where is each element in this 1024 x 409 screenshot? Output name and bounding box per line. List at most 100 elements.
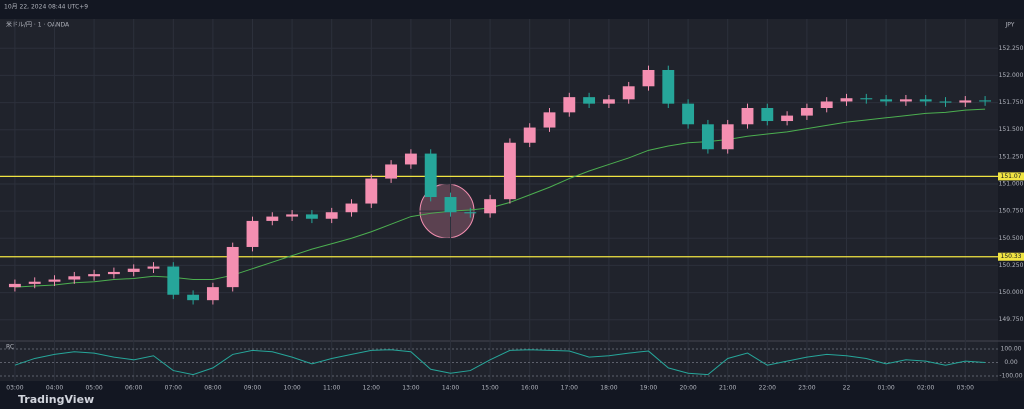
candle-body [820, 101, 833, 108]
candle-body [523, 127, 536, 143]
x-tick-label: 22:00 [759, 385, 776, 392]
candle-body [840, 98, 853, 102]
y-tick-label: 151.000 [999, 181, 1024, 188]
y-tick-label: 150.500 [999, 235, 1024, 242]
candle-body [305, 214, 318, 219]
x-tick-label: 12:00 [363, 385, 380, 392]
x-tick-label: 17:00 [561, 385, 578, 392]
candle-body [424, 153, 437, 198]
candle-body [464, 212, 477, 214]
x-tick-label: 09:00 [244, 385, 261, 392]
candle-body [939, 101, 952, 103]
x-tick-label: 16:00 [521, 385, 538, 392]
currency: JPY [1005, 22, 1015, 29]
candle-body [800, 108, 813, 116]
x-tick-label: 04:00 [46, 385, 63, 392]
candle-body [642, 70, 655, 87]
candle-body [741, 108, 754, 125]
candle-body [583, 97, 596, 104]
x-tick-label: 23:00 [798, 385, 815, 392]
y-tick-label: 151.750 [999, 99, 1024, 106]
candle-body [404, 153, 417, 165]
x-tick-label: 06:00 [125, 385, 142, 392]
x-tick-label: 14:00 [442, 385, 459, 392]
horizontal-line-tag [998, 172, 1024, 181]
candle-body [761, 108, 774, 122]
candle-body [88, 274, 101, 277]
candle-body [622, 86, 635, 100]
price-axis [998, 19, 1024, 381]
x-tick-label: 20:00 [679, 385, 696, 392]
candle-body [781, 115, 794, 122]
x-tick-label: 03:00 [6, 385, 23, 392]
y-tick-label: 152.250 [999, 45, 1024, 52]
candle-body [206, 287, 219, 301]
candle-body [127, 268, 140, 272]
candle-body [68, 276, 81, 280]
candle-body [979, 100, 992, 102]
oscillator-line [14, 349, 986, 376]
candle-body [187, 294, 200, 301]
x-tick-label: 21:00 [719, 385, 736, 392]
y-tick-label: 150.000 [999, 289, 1024, 296]
candle-body [325, 212, 338, 219]
oscillator-name: RCI [6, 344, 16, 351]
candle-body [48, 279, 61, 282]
x-tick-label: 18:00 [600, 385, 617, 392]
candle-body [385, 164, 398, 179]
timestamp: 10月 22, 2024 08:44 UTC+9 [4, 4, 88, 11]
candle-body [246, 220, 259, 247]
y-tick-label: 149.750 [999, 316, 1024, 323]
candle-body [721, 124, 734, 150]
oscillator-tick-label: 100.00 [1001, 346, 1022, 353]
candle-body [543, 112, 556, 128]
x-tick-label: 05:00 [85, 385, 102, 392]
oscillator-tick-label: -100.00 [999, 372, 1022, 379]
x-tick-label: 01:00 [877, 385, 894, 392]
candle-body [701, 124, 714, 150]
candle-body [563, 97, 576, 113]
candle-body [860, 98, 873, 100]
x-tick-label: 19:00 [640, 385, 657, 392]
candle-body [880, 99, 893, 102]
candle-body [266, 216, 279, 221]
candle-body [484, 199, 497, 214]
oscillator-tick-label: 0.00 [1004, 359, 1018, 366]
candle-body [602, 99, 615, 104]
candle-body [147, 266, 160, 269]
candle-body [365, 178, 378, 204]
candle-body [959, 100, 972, 103]
horizontal-line-label: 150.33 [1001, 253, 1022, 260]
x-tick-label: 13:00 [402, 385, 419, 392]
x-tick-label: 03:00 [957, 385, 974, 392]
candle-body [503, 142, 516, 200]
candle-body [345, 203, 358, 213]
x-tick-label: 08:00 [204, 385, 221, 392]
x-tick-label: 15:00 [481, 385, 498, 392]
y-tick-label: 152.000 [999, 72, 1024, 79]
candle-body [682, 103, 695, 125]
candle-body [8, 283, 21, 288]
candle-body [444, 197, 457, 213]
candle-body [226, 246, 239, 288]
candle-body [286, 214, 299, 217]
y-tick-label: 150.250 [999, 262, 1024, 269]
plot-area [0, 19, 998, 381]
x-tick-label: 07:00 [165, 385, 182, 392]
candle-body [899, 99, 912, 102]
horizontal-line-label: 151.07 [1001, 173, 1022, 180]
y-tick-label: 151.500 [999, 126, 1024, 133]
x-tick-label: 11:00 [323, 385, 340, 392]
x-tick-label: 10:00 [283, 385, 300, 392]
candle-body [662, 70, 675, 104]
x-tick-label: 22 [843, 385, 851, 392]
x-tick-label: 02:00 [917, 385, 934, 392]
brand: TradingView [18, 393, 94, 406]
y-tick-label: 150.750 [999, 208, 1024, 215]
candle-body [107, 271, 120, 275]
symbol-title: 米ドル/円 · 1 · OANDA [6, 21, 70, 29]
candle-body [28, 281, 41, 284]
candle-body [167, 266, 180, 295]
y-tick-label: 151.250 [999, 153, 1024, 160]
